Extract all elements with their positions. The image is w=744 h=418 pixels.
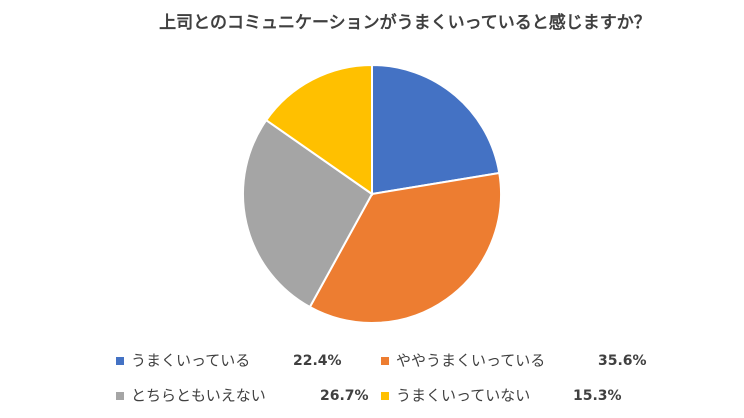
legend-label: とちらともいえない [131,387,266,405]
pie-slice [242,118,374,309]
legend-value: 35.6% [598,353,647,369]
chart-title: 上司とのコミュニケーションがうまくいっていると感じますか？ [159,12,651,33]
legend-label: うまくいっている [131,352,250,370]
legend-label: ややうまくいっている [396,352,545,370]
legend-marker [381,357,389,365]
legend-value: 15.3% [573,388,622,404]
pie-slice [264,63,373,196]
legend-value: 26.7% [320,388,369,404]
legend-marker [116,392,124,400]
pie-slice [308,171,502,324]
legend-marker [381,392,389,400]
legend-value: 22.4% [293,353,342,369]
legend-marker [116,357,124,365]
legend-label: うまくいっていない [396,387,530,405]
pie-slice [371,63,501,196]
